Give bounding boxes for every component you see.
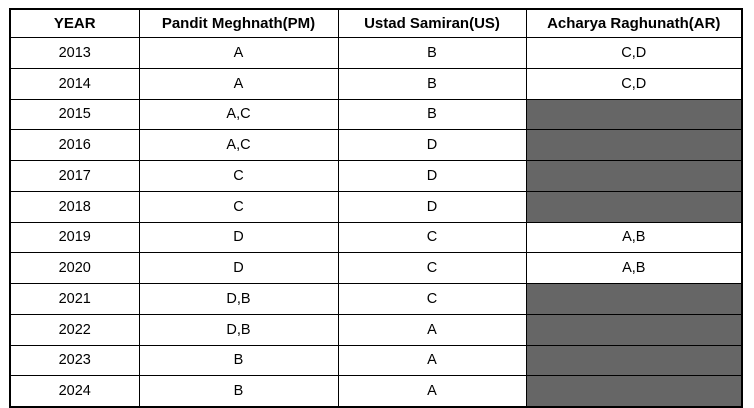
us-cell: C [337, 252, 527, 284]
pm-cell: D,B [138, 313, 339, 346]
year-cell: 2020 [9, 252, 140, 284]
us-cell: D [337, 190, 527, 223]
pm-cell: D [138, 252, 339, 284]
year-cell: 2017 [9, 160, 140, 192]
table-row: 2018 C D [9, 190, 743, 223]
us-cell: C [337, 283, 527, 315]
table-row: 2021 D,B C [9, 283, 743, 315]
us-cell: A [337, 375, 527, 408]
pm-cell: D [138, 221, 339, 254]
pm-cell: C [138, 160, 339, 192]
us-cell: B [337, 67, 527, 100]
pm-cell: B [138, 375, 339, 408]
ar-cell [525, 283, 743, 315]
year-cell: 2021 [9, 283, 140, 315]
schedule-table: YEAR Pandit Meghnath(PM) Ustad Samiran(U… [9, 8, 743, 408]
us-cell: A [337, 313, 527, 346]
table-body: 2013 A B C,D 2014 A B C,D 2015 A,C B 2016 A,C D 2017 C D… [9, 37, 743, 408]
year-cell: 2024 [9, 375, 140, 408]
us-cell: D [337, 129, 527, 161]
ar-cell: A,B [525, 221, 743, 254]
ar-cell [525, 160, 743, 192]
header-row: YEAR Pandit Meghnath(PM) Ustad Samiran(U… [9, 8, 743, 38]
year-cell: 2023 [9, 344, 140, 377]
table-row: 2022 D,B A [9, 313, 743, 346]
table-row: 2016 A,C D [9, 129, 743, 161]
table-row: 2017 C D [9, 160, 743, 192]
us-cell: C [337, 221, 527, 254]
pm-cell: A,C [138, 98, 339, 131]
ar-cell: C,D [525, 37, 743, 69]
year-cell: 2019 [9, 221, 140, 254]
ar-cell [525, 313, 743, 346]
year-cell: 2022 [9, 313, 140, 346]
table-row: 2023 B A [9, 344, 743, 377]
table-row: 2013 A B C,D [9, 37, 743, 69]
us-cell: B [337, 98, 527, 131]
header-ustad-samiran: Ustad Samiran(US) [337, 8, 527, 38]
ar-cell [525, 98, 743, 131]
year-cell: 2018 [9, 190, 140, 223]
pm-cell: C [138, 190, 339, 223]
pm-cell: D,B [138, 283, 339, 315]
header-pandit-meghnath: Pandit Meghnath(PM) [138, 8, 339, 38]
table-row: 2019 D C A,B [9, 221, 743, 254]
pm-cell: A [138, 37, 339, 69]
year-cell: 2013 [9, 37, 140, 69]
us-cell: D [337, 160, 527, 192]
ar-cell: C,D [525, 67, 743, 100]
pm-cell: A [138, 67, 339, 100]
schedule-table-container: YEAR Pandit Meghnath(PM) Ustad Samiran(U… [9, 8, 743, 408]
year-cell: 2014 [9, 67, 140, 100]
table-row: 2015 A,C B [9, 98, 743, 131]
pm-cell: B [138, 344, 339, 377]
table-row: 2024 B A [9, 375, 743, 408]
us-cell: B [337, 37, 527, 69]
year-cell: 2016 [9, 129, 140, 161]
header-year: YEAR [9, 8, 140, 38]
ar-cell [525, 375, 743, 408]
pm-cell: A,C [138, 129, 339, 161]
year-cell: 2015 [9, 98, 140, 131]
header-acharya-raghunath: Acharya Raghunath(AR) [525, 8, 743, 38]
ar-cell [525, 190, 743, 223]
ar-cell [525, 129, 743, 161]
ar-cell [525, 344, 743, 377]
ar-cell: A,B [525, 252, 743, 284]
table-row: 2020 D C A,B [9, 252, 743, 284]
us-cell: A [337, 344, 527, 377]
table-row: 2014 A B C,D [9, 67, 743, 100]
